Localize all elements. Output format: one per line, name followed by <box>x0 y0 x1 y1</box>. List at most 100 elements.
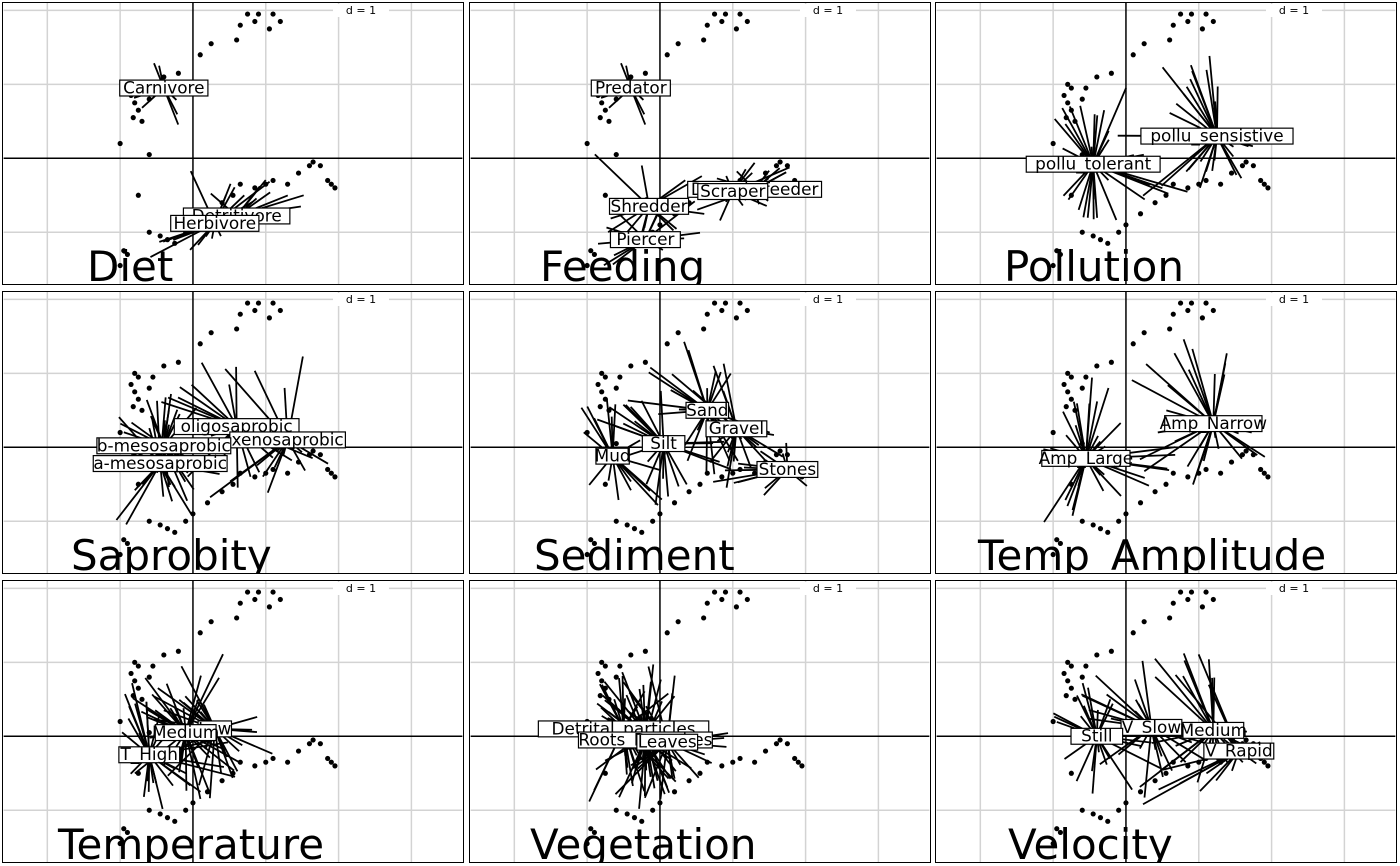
data-point <box>722 11 729 17</box>
data-point <box>139 407 145 413</box>
category-label-text: pollu_sensistive <box>1150 126 1283 147</box>
star-line <box>659 742 669 800</box>
data-point <box>208 330 214 336</box>
star-line <box>1161 66 1218 137</box>
data-point <box>146 152 152 158</box>
star-line <box>1086 164 1095 218</box>
data-point <box>588 248 594 254</box>
data-point <box>121 537 127 543</box>
data-point <box>697 481 703 487</box>
data-point <box>737 755 743 762</box>
data-point <box>1050 718 1056 725</box>
data-point <box>244 11 251 17</box>
category-label-box <box>697 183 769 201</box>
star-line <box>1092 87 1127 165</box>
data-point <box>132 389 138 395</box>
data-point <box>1185 307 1191 314</box>
panel-title: Temperature <box>58 820 325 863</box>
data-point <box>1177 11 1184 17</box>
data-point <box>128 381 134 388</box>
data-point <box>135 481 141 487</box>
data-point <box>752 470 758 476</box>
data-point <box>599 678 605 684</box>
data-point <box>1210 596 1216 603</box>
data-point <box>1228 170 1235 176</box>
data-point <box>730 759 736 765</box>
category-label: xenosaprobic <box>229 429 346 449</box>
category-label-text: oligosaprobic <box>181 416 293 436</box>
data-point <box>197 341 203 347</box>
data-point <box>172 240 178 246</box>
star-line <box>1154 676 1214 732</box>
data-point <box>1050 551 1056 558</box>
scale-label: d = 1 <box>800 582 856 595</box>
data-point <box>117 140 123 147</box>
data-point <box>244 300 251 306</box>
data-point <box>602 396 608 402</box>
data-point <box>642 70 648 76</box>
data-point <box>1185 18 1191 25</box>
category-label-text: pollu_tolerant <box>1035 154 1151 175</box>
data-point <box>1167 37 1173 43</box>
data-point <box>1065 81 1071 87</box>
data-point <box>1170 311 1176 317</box>
data-point <box>733 26 739 32</box>
star-line <box>671 373 737 430</box>
star-line <box>1207 684 1240 752</box>
data-point <box>219 778 225 784</box>
data-point <box>161 652 167 658</box>
category-label-box <box>590 79 671 97</box>
star-line <box>1092 110 1106 165</box>
category-label-text: Leaves <box>638 732 697 752</box>
star-line <box>144 677 187 734</box>
category-label-box <box>641 435 686 453</box>
data-point <box>1065 659 1071 665</box>
data-point <box>1141 619 1147 625</box>
panel-velocity: V_Slow Medium Still V_Rapid d = 1 Velocity <box>935 580 1397 863</box>
category-label: Stones <box>756 459 819 479</box>
data-point <box>117 429 123 436</box>
panel-title: Pollution <box>1004 242 1184 285</box>
data-point <box>328 470 334 476</box>
data-point <box>270 177 276 184</box>
data-point <box>1130 52 1136 58</box>
data-point <box>146 674 152 680</box>
data-point <box>617 663 623 669</box>
data-point <box>1079 807 1085 813</box>
data-point <box>1177 589 1184 595</box>
data-point <box>671 789 678 795</box>
data-point <box>157 811 163 817</box>
category-label-box <box>154 724 217 742</box>
data-point <box>328 181 334 187</box>
data-point <box>1079 441 1085 447</box>
star-line <box>145 701 151 755</box>
data-point <box>1057 540 1063 547</box>
data-point <box>1054 537 1060 543</box>
data-point <box>686 489 692 495</box>
data-point <box>631 526 638 532</box>
data-point <box>1141 41 1147 47</box>
data-point <box>1170 181 1176 187</box>
scale-label: d = 1 <box>333 4 389 17</box>
panel-title: Vegetation <box>530 820 757 863</box>
data-point <box>1167 326 1173 332</box>
data-point <box>1239 163 1246 169</box>
star-line <box>1192 423 1215 485</box>
scale-label: d = 1 <box>333 582 389 595</box>
data-point <box>306 452 313 458</box>
data-point <box>704 600 710 606</box>
data-point <box>135 663 141 669</box>
category-label-text: Amp_Narrow <box>1160 413 1268 434</box>
data-point <box>130 115 136 121</box>
data-point <box>733 604 739 610</box>
data-point <box>1063 693 1069 699</box>
data-point <box>777 737 783 743</box>
data-point <box>591 829 597 836</box>
data-point <box>628 363 634 369</box>
data-point <box>237 759 243 765</box>
data-point <box>190 511 196 517</box>
data-point <box>1228 459 1235 465</box>
data-point <box>230 481 236 487</box>
